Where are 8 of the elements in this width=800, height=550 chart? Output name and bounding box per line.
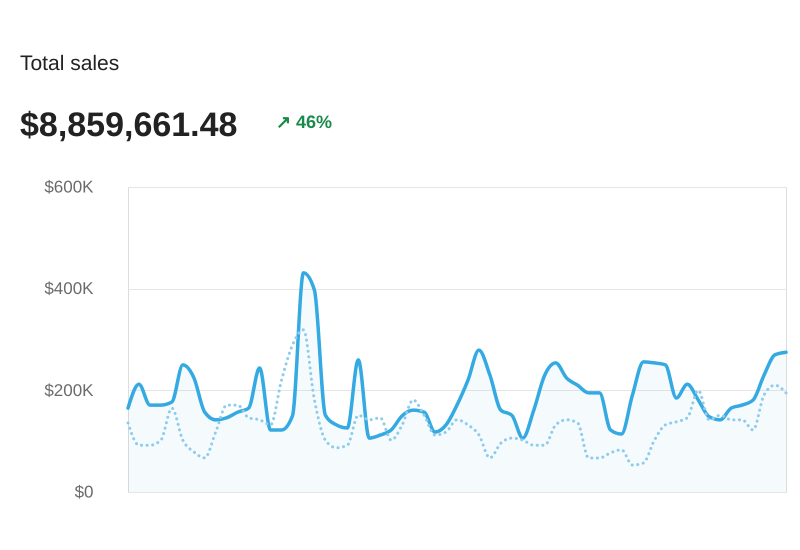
line-series (126, 328, 788, 467)
text: ↗ 46% (276, 112, 332, 132)
y-tick-label: $600K (44, 178, 94, 196)
y-tick-label: $0 (74, 482, 94, 502)
y-tick-label: $400K (44, 279, 94, 298)
y-tick-label: $200K (44, 380, 94, 400)
chart-title: Total sales (20, 52, 120, 75)
chart-subtitle: $8,859,661.48 (20, 106, 238, 144)
